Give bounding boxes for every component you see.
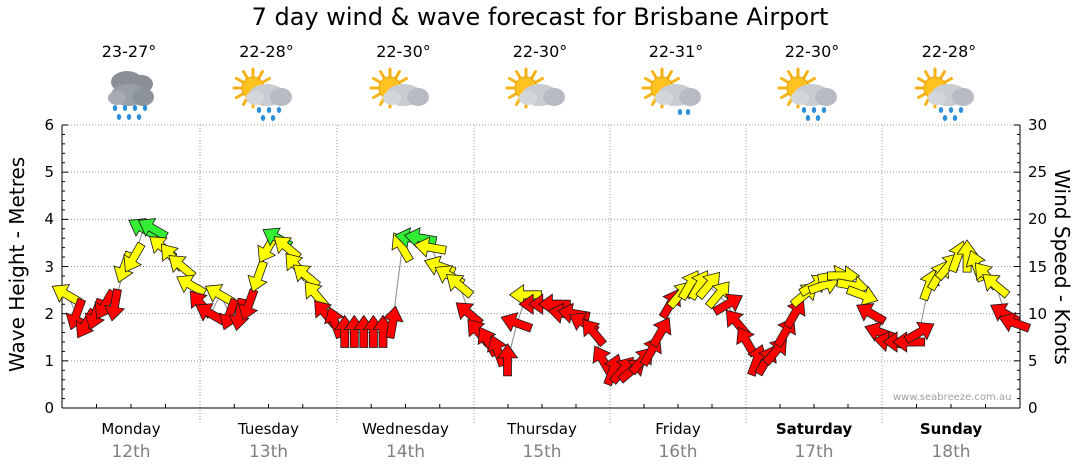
- y-tick-label: 0: [44, 399, 54, 417]
- y-tick-label: 1: [44, 351, 54, 370]
- sun-rain-cloud-icon: [777, 67, 837, 121]
- wind-arrow: [382, 305, 404, 340]
- wind-arrow: [500, 312, 534, 333]
- sun-cloud-icon: [369, 67, 429, 109]
- day-date: 18th: [931, 442, 971, 462]
- y-axis-label: Wave Height - Metres: [5, 156, 29, 372]
- wind-arrow: [856, 303, 887, 326]
- day-temperature: 22-28°: [921, 42, 977, 61]
- y-tick-label: 3: [44, 257, 54, 276]
- day-date: 15th: [522, 442, 562, 462]
- wind-arrow: [783, 298, 806, 330]
- wind-arrow: [649, 317, 672, 349]
- y-tick-label: 2: [44, 304, 54, 323]
- wind-arrow: [496, 343, 519, 377]
- wind-arrow: [704, 281, 730, 310]
- day-date: 14th: [385, 442, 426, 462]
- chart-axes: [61, 124, 1021, 409]
- day-temperature: 22-28°: [239, 42, 294, 61]
- wind-arrow: [582, 318, 607, 348]
- wind-arrow: [247, 259, 268, 293]
- y2-tick-label: 20: [1028, 210, 1048, 229]
- wind-arrow: [845, 285, 879, 306]
- wind-arrows: [51, 218, 1031, 387]
- y2-tick-label: 5: [1028, 351, 1038, 370]
- wind-arrow: [982, 274, 1011, 299]
- wind-arrow: [712, 293, 744, 316]
- day-name: Monday: [101, 420, 161, 438]
- day-date: 12th: [111, 442, 151, 462]
- day-temperature: 23-27°: [101, 42, 157, 61]
- wind-arrow: [486, 334, 508, 368]
- watermark: www.seabreeze.com.au: [893, 392, 1012, 403]
- wind-arrow: [446, 274, 475, 299]
- wind-arrow: [413, 236, 447, 258]
- wind-arrow: [176, 274, 208, 297]
- day-temperature: 22-30°: [376, 42, 431, 61]
- rain-cloud-icon: [108, 71, 154, 120]
- wind-arrow: [998, 312, 1031, 333]
- wind-arrow: [137, 218, 169, 241]
- sun-rain-cloud-icon: [914, 67, 974, 121]
- day-temperature: 22-30°: [784, 42, 840, 61]
- day-name: Friday: [655, 420, 701, 438]
- y2-axis-label: Wind Speed - Knots: [1050, 169, 1074, 365]
- day-temperature: 22-30°: [512, 42, 568, 61]
- y2-tick-label: 0: [1028, 399, 1038, 417]
- day-date: 16th: [658, 442, 698, 462]
- wind-arrow: [103, 288, 126, 322]
- day-name: Sunday: [919, 420, 983, 438]
- day-temperature: 22-31°: [648, 42, 704, 61]
- y2-tick-label: 15: [1028, 257, 1048, 276]
- day-date: 13th: [248, 442, 289, 462]
- wind-arrow: [123, 241, 146, 273]
- y-tick-label: 4: [44, 210, 54, 229]
- wind-arrow: [903, 321, 935, 345]
- chart-title: 7 day wind & wave forecast for Brisbane …: [251, 3, 829, 31]
- day-name: Thursday: [507, 420, 577, 438]
- sun-rain-cloud-icon: [232, 67, 292, 121]
- y2-tick-label: 30: [1028, 116, 1048, 134]
- sun-cloud-icon: [505, 67, 565, 109]
- day-name: Saturday: [775, 420, 853, 438]
- y-tick-label: 5: [44, 163, 54, 182]
- y2-tick-label: 25: [1028, 163, 1048, 182]
- day-name: Tuesday: [237, 420, 300, 438]
- sun-light-rain-icon: [641, 67, 701, 115]
- y2-tick-label: 10: [1028, 304, 1048, 323]
- day-name: Wednesday: [362, 420, 449, 438]
- chart-grid: [62, 124, 1020, 423]
- day-date: 17th: [794, 442, 834, 462]
- y-tick-label: 6: [44, 116, 54, 134]
- wind-arrow: [324, 306, 345, 340]
